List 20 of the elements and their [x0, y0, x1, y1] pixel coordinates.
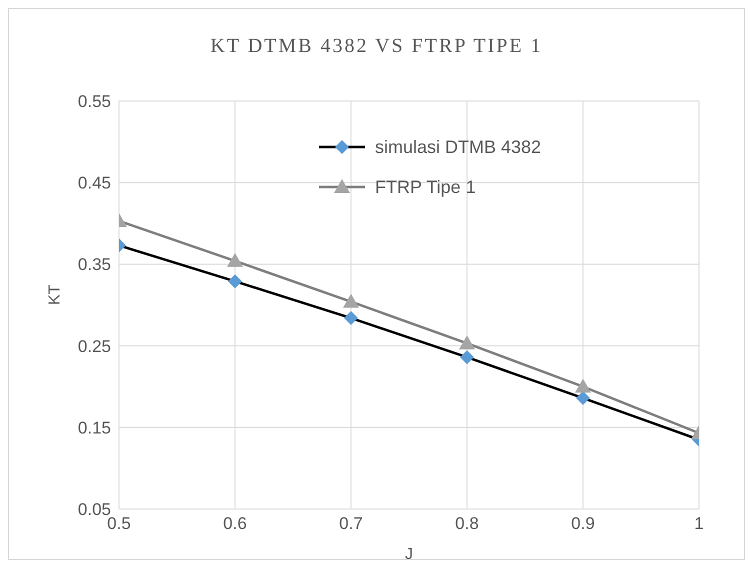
y-tick-label: 0.35 — [78, 255, 111, 274]
point — [344, 311, 358, 326]
y-tick-label: 0.15 — [78, 418, 111, 438]
x-tick-label: 1 — [694, 514, 704, 534]
x-tick-label: 0.8 — [455, 514, 479, 534]
point — [343, 294, 359, 308]
point — [459, 335, 475, 350]
x-tick-label: 0.7 — [339, 514, 363, 534]
x-tick-label: 0.5 — [107, 514, 131, 534]
y-tick-label: 0.45 — [78, 174, 111, 193]
x-tick-label: 0.6 — [223, 514, 247, 534]
y-axis-title: KT — [46, 284, 64, 305]
x-tick-label: 0.9 — [571, 514, 595, 534]
legend-label: simulasi DTMB 4382 — [375, 136, 542, 158]
point — [460, 350, 474, 364]
x-axis-title: J — [405, 546, 413, 563]
y-tick-label: 0.55 — [78, 92, 111, 112]
legend-label: FTRP Tipe 1 — [375, 176, 476, 198]
chart-title: KT DTMB 4382 VS FTRP TIPE 1 — [209, 35, 544, 58]
y-tick-label: 0.25 — [78, 336, 111, 356]
